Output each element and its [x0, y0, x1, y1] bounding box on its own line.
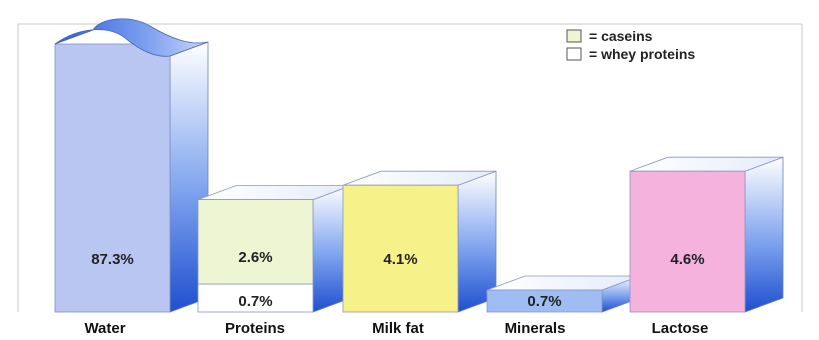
legend-swatch-caseins [566, 29, 582, 43]
bar-lactose-side [744, 156, 784, 313]
legend-label-caseins: = caseins [589, 28, 653, 44]
value-label-milk-fat: 4.1% [383, 251, 417, 268]
value-label-whey: 0.7% [238, 293, 272, 310]
legend-swatch-whey-proteins [566, 47, 582, 61]
bar-minerals [486, 289, 603, 313]
value-label-caseins: 2.6% [238, 249, 272, 266]
category-label-minerals: Minerals [505, 320, 566, 337]
category-label-water: Water [84, 320, 125, 337]
value-label-water: 87.3% [91, 251, 134, 268]
chart-frame [17, 23, 803, 312]
bar-proteins-caseins [197, 199, 314, 285]
value-label-minerals: 0.7% [527, 293, 561, 310]
category-label-lactose: Lactose [652, 320, 709, 337]
bars-group [54, 18, 784, 313]
bar-water-top [54, 18, 209, 57]
legend-label-whey-proteins: = whey proteins [589, 46, 695, 62]
legend: = caseins = whey proteins [566, 28, 695, 62]
bar-lactose [629, 170, 746, 313]
bar-water [54, 43, 171, 313]
value-label-lactose: 4.6% [670, 251, 704, 268]
category-label-proteins: Proteins [225, 320, 285, 337]
labels-group: 87.3% Water 2.6% 0.7% Proteins 4.1% Milk fat 0.… [84, 249, 708, 337]
bar-milk-fat [342, 184, 459, 313]
category-label-milk-fat: Milk fat [372, 320, 424, 337]
